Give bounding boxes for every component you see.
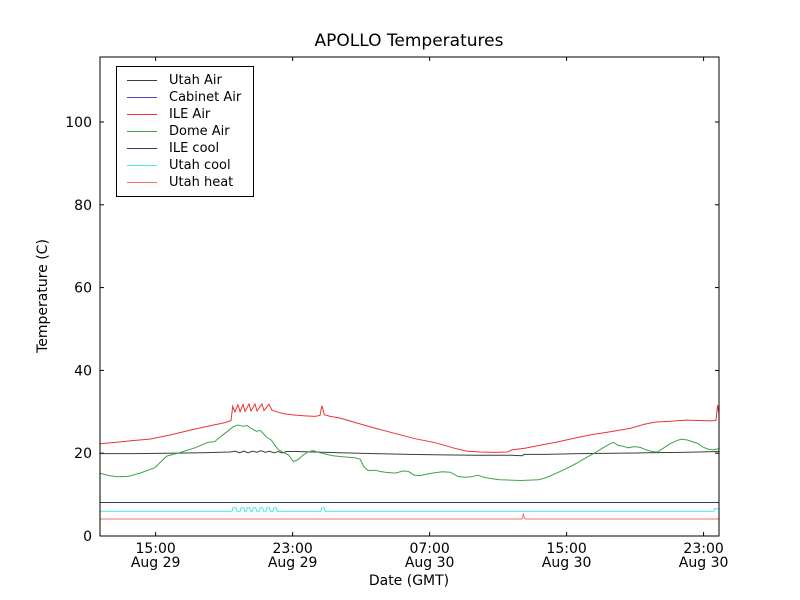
- y-tick-label: 80: [74, 198, 92, 214]
- legend: Utah Air Cabinet Air ILE Air Dome Air ILE co…: [116, 66, 255, 197]
- legend-label: Utah cool: [169, 158, 231, 173]
- legend-line-sample: [127, 165, 157, 166]
- x-axis-label: Date (GMT): [369, 573, 449, 589]
- legend-item-dome-air: Dome Air: [127, 123, 241, 140]
- x-tick-label-date: Aug 29: [268, 555, 318, 571]
- legend-item-utah-cool: Utah cool: [127, 157, 241, 174]
- series-line-dome-air: [99, 424, 720, 482]
- series-lines: [99, 402, 720, 520]
- x-tick-label-date: Aug 30: [405, 555, 455, 571]
- series-line-ile-air: [99, 402, 720, 453]
- legend-item-ile-cool: ILE cool: [127, 140, 241, 157]
- legend-line-sample: [127, 131, 157, 132]
- series-line-utah-heat: [100, 512, 719, 520]
- x-tick-label-date: Aug 30: [679, 555, 729, 571]
- y-tick-label: 60: [74, 281, 92, 297]
- legend-label: Dome Air: [169, 124, 230, 139]
- legend-label: Utah heat: [169, 175, 234, 190]
- legend-item-utah-heat: Utah heat: [127, 174, 241, 191]
- legend-label: ILE Air: [169, 107, 211, 122]
- series-line-utah-cool: [100, 507, 719, 512]
- x-tick-label-date: Aug 30: [542, 555, 592, 571]
- y-axis-label: Temperature (C): [35, 239, 51, 354]
- legend-item-utah-air: Utah Air: [127, 72, 241, 89]
- y-tick-label: 20: [74, 446, 92, 462]
- legend-line-sample: [127, 97, 157, 98]
- x-tick-label-time: 15:00: [546, 541, 586, 557]
- y-tick-label: 100: [65, 115, 92, 131]
- plot-frame: [99, 56, 720, 537]
- legend-item-ile-air: ILE Air: [127, 106, 241, 123]
- y-tick-label: 0: [83, 529, 92, 545]
- legend-line-sample: [127, 80, 157, 81]
- legend-line-sample: [127, 114, 157, 115]
- x-tick-label-time: 23:00: [683, 541, 723, 557]
- x-tick-label-time: 23:00: [272, 541, 312, 557]
- chart-title: APOLLO Temperatures: [315, 31, 504, 51]
- legend-line-sample: [127, 148, 157, 149]
- legend-label: Utah Air: [169, 73, 222, 88]
- x-tick-label-date: Aug 29: [131, 555, 181, 571]
- legend-label: Cabinet Air: [169, 90, 242, 105]
- legend-label: ILE cool: [169, 141, 220, 156]
- series-line-utah-air: [100, 450, 720, 457]
- legend-line-sample: [127, 182, 157, 183]
- x-tick-label-time: 07:00: [409, 541, 449, 557]
- y-tick-label: 40: [74, 363, 92, 379]
- legend-item-cabinet-air: Cabinet Air: [127, 89, 241, 106]
- x-tick-label-time: 15:00: [135, 541, 175, 557]
